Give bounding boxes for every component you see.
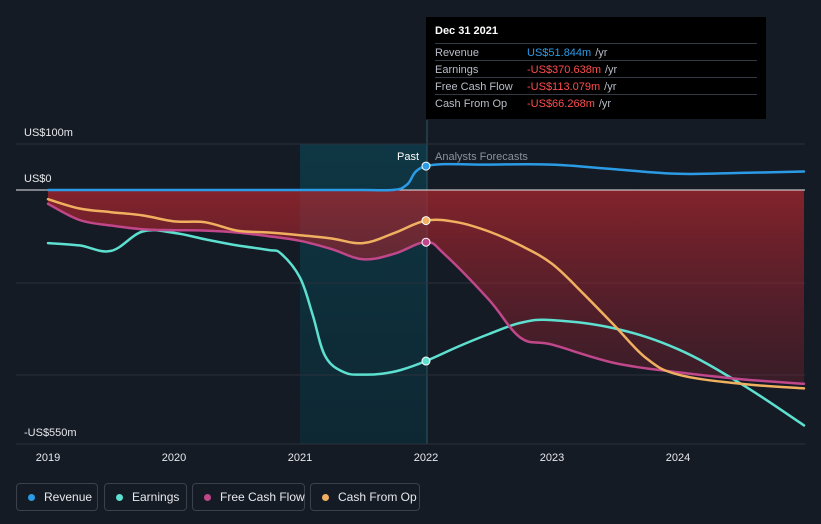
marker-free-cash-flow[interactable] (421, 237, 431, 247)
tooltip-label: Earnings (435, 64, 479, 76)
unit-text: /yr (598, 98, 612, 110)
tooltip-value-free-cash-flow: -US$113.079m/yr (527, 81, 616, 93)
series-line-cash-from-op (46, 197, 806, 390)
legend-dot-icon (204, 494, 211, 501)
tooltip-row-free-cash-flow: Free Cash Flow -US$113.079m/yr (435, 77, 757, 95)
forecast-label: Analysts Forecasts (435, 151, 528, 163)
x-tick-2023: 2023 (540, 452, 564, 464)
value-text: -US$113.079m (527, 81, 601, 93)
series-line-revenue (46, 162, 806, 192)
tooltip: Dec 31 2021 Revenue US$51.844m/yr Earnin… (426, 17, 766, 119)
y-label-zero: US$0 (24, 173, 52, 185)
tooltip-row-cash-from-op: Cash From Op -US$66.268m/yr (435, 94, 757, 112)
y-label-bottom: -US$550m (24, 427, 77, 439)
tooltip-date: Dec 31 2021 (435, 25, 498, 37)
x-tick-2020: 2020 (162, 452, 186, 464)
tooltip-row-earnings: Earnings -US$370.638m/yr (435, 60, 757, 78)
legend-label: Cash From Op (338, 490, 417, 504)
legend-item-cash-from-op[interactable]: Cash From Op (310, 483, 420, 511)
legend-item-revenue[interactable]: Revenue (16, 483, 98, 511)
series-line-free-cash-flow (46, 202, 806, 386)
marker-earnings[interactable] (421, 356, 431, 366)
legend-label: Free Cash Flow (220, 490, 305, 504)
x-axis: 2019 2020 2021 2022 2023 2024 (36, 452, 690, 464)
tooltip-value-revenue: US$51.844m/yr (527, 47, 607, 59)
series-markers (421, 161, 431, 366)
tooltip-value-cash-from-op: -US$66.268m/yr (527, 98, 611, 110)
x-tick-2021: 2021 (288, 452, 312, 464)
series-line-earnings (46, 228, 806, 427)
legend-label: Earnings (132, 490, 180, 504)
legend-dot-icon (116, 494, 123, 501)
unit-text: /yr (595, 47, 608, 59)
legend-item-free-cash-flow[interactable]: Free Cash Flow (192, 483, 305, 511)
background-layer (300, 120, 428, 444)
value-text: -US$370.638m (527, 64, 601, 76)
legend-dot-icon (28, 494, 35, 501)
legend-dot-icon (322, 494, 329, 501)
tooltip-row-revenue: Revenue US$51.844m/yr (435, 43, 757, 61)
tooltip-label: Free Cash Flow (435, 81, 513, 93)
legend-label: Revenue (44, 490, 93, 504)
unit-text: /yr (604, 81, 617, 93)
x-tick-2022: 2022 (414, 452, 438, 464)
negative-area-fill (48, 190, 804, 384)
marker-revenue[interactable] (421, 161, 431, 171)
tooltip-label: Cash From Op (435, 98, 508, 110)
negative-area (48, 190, 804, 384)
tooltip-label: Revenue (435, 47, 480, 59)
x-tick-2019: 2019 (36, 452, 60, 464)
y-label-top: US$100m (24, 127, 73, 139)
value-text: -US$66.268m (527, 98, 595, 110)
marker-cash-from-op[interactable] (421, 216, 431, 226)
x-tick-2024: 2024 (666, 452, 690, 464)
unit-text: /yr (605, 64, 618, 76)
tooltip-value-earnings: -US$370.638m/yr (527, 64, 617, 76)
value-text: US$51.844m (527, 47, 592, 59)
legend-item-earnings[interactable]: Earnings (104, 483, 187, 511)
past-label: Past (397, 151, 419, 163)
series-lines (46, 162, 806, 427)
